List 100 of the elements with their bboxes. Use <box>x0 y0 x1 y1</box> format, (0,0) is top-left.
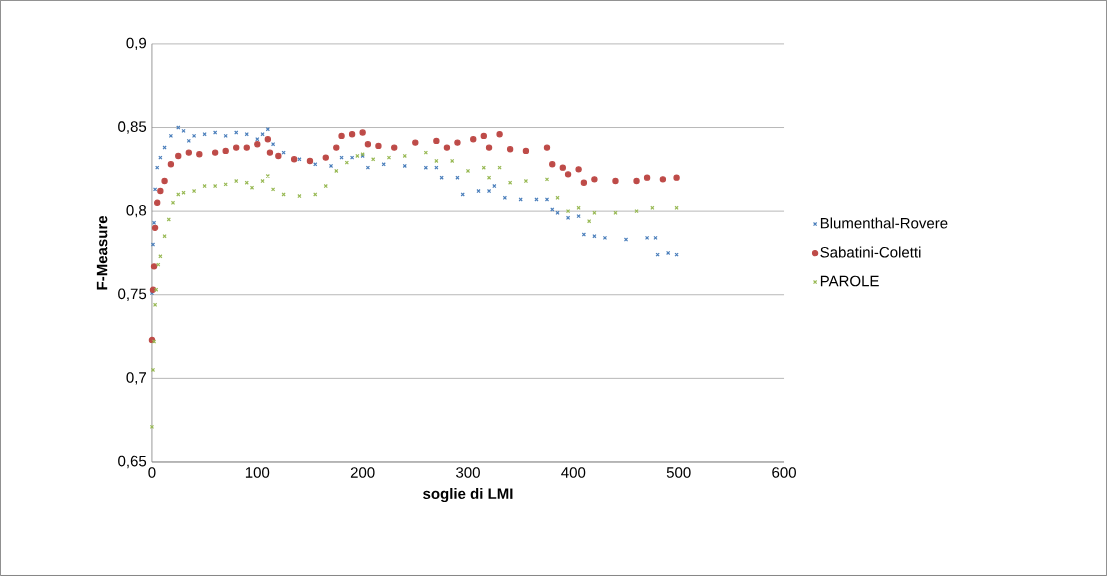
point <box>202 132 207 137</box>
point <box>167 161 175 168</box>
point <box>633 177 640 185</box>
point <box>439 175 444 180</box>
point <box>412 139 419 146</box>
point <box>423 165 428 170</box>
point <box>151 220 157 226</box>
point <box>154 199 161 207</box>
point <box>323 183 328 189</box>
point <box>313 162 318 167</box>
point <box>162 234 167 239</box>
point <box>161 177 168 185</box>
point <box>275 152 282 160</box>
legend-label: PAROLE <box>820 275 879 287</box>
point <box>222 147 229 155</box>
point <box>154 287 159 292</box>
point <box>534 197 539 202</box>
point <box>518 197 523 202</box>
point <box>575 166 582 173</box>
point <box>502 195 508 200</box>
point <box>559 164 566 171</box>
point <box>565 209 571 214</box>
y-tick-label: 0,85 <box>118 121 147 134</box>
point <box>580 179 588 186</box>
point <box>434 158 439 164</box>
point <box>254 141 261 148</box>
x-tick-label: 300 <box>456 467 480 478</box>
point <box>381 162 386 167</box>
x-tick-label: 500 <box>666 467 691 478</box>
point <box>550 207 555 212</box>
point <box>434 165 439 170</box>
point <box>213 130 218 135</box>
point <box>386 155 392 160</box>
point <box>506 146 514 153</box>
point <box>522 147 530 155</box>
point <box>391 144 398 151</box>
point <box>234 130 239 135</box>
point <box>176 125 181 130</box>
point <box>450 158 455 164</box>
point <box>322 154 329 161</box>
point <box>223 133 228 139</box>
point <box>149 424 155 430</box>
point <box>333 144 340 151</box>
point <box>486 175 492 180</box>
point <box>348 131 356 138</box>
point <box>196 151 203 158</box>
point <box>565 215 571 221</box>
point <box>306 157 314 165</box>
y-tick-label: 0,7 <box>126 372 146 385</box>
point <box>349 155 355 160</box>
point <box>260 178 265 184</box>
point <box>460 192 465 197</box>
point <box>152 187 158 192</box>
point <box>270 142 276 147</box>
point <box>313 192 318 197</box>
point <box>265 127 270 132</box>
point <box>364 141 372 148</box>
point <box>591 176 598 183</box>
point <box>634 209 639 214</box>
point <box>181 128 186 134</box>
point <box>659 176 667 183</box>
point <box>158 155 163 160</box>
point <box>555 195 560 200</box>
point <box>523 178 529 184</box>
point <box>243 144 250 151</box>
point <box>674 252 679 257</box>
point <box>613 210 618 215</box>
point <box>168 133 174 139</box>
y-tick-label: 0,9 <box>126 37 147 51</box>
point <box>612 177 619 185</box>
x-tick-label: 600 <box>772 467 796 478</box>
point <box>344 160 349 165</box>
point <box>433 137 440 145</box>
point <box>270 187 276 192</box>
x-tick-label: 0 <box>148 467 156 478</box>
point <box>233 144 240 151</box>
point <box>592 234 597 239</box>
point <box>623 237 629 242</box>
point <box>158 254 163 259</box>
point <box>166 217 171 222</box>
point <box>255 137 260 142</box>
point <box>586 219 592 224</box>
point <box>265 173 270 179</box>
point <box>175 152 182 160</box>
x-tick-label: 200 <box>350 467 375 478</box>
point <box>290 156 298 163</box>
y-tick-label: 0,65 <box>118 455 147 469</box>
point <box>264 136 272 143</box>
point <box>443 144 451 151</box>
y-axis-title: F-Measure <box>96 215 108 290</box>
point <box>564 171 572 178</box>
point <box>602 235 608 241</box>
point <box>234 178 239 184</box>
point <box>402 153 407 159</box>
legend-label: Blumenthal-Rovere <box>820 217 948 229</box>
point <box>576 205 581 210</box>
point <box>150 242 156 247</box>
point <box>162 145 167 150</box>
point <box>281 192 286 197</box>
point <box>266 149 274 156</box>
